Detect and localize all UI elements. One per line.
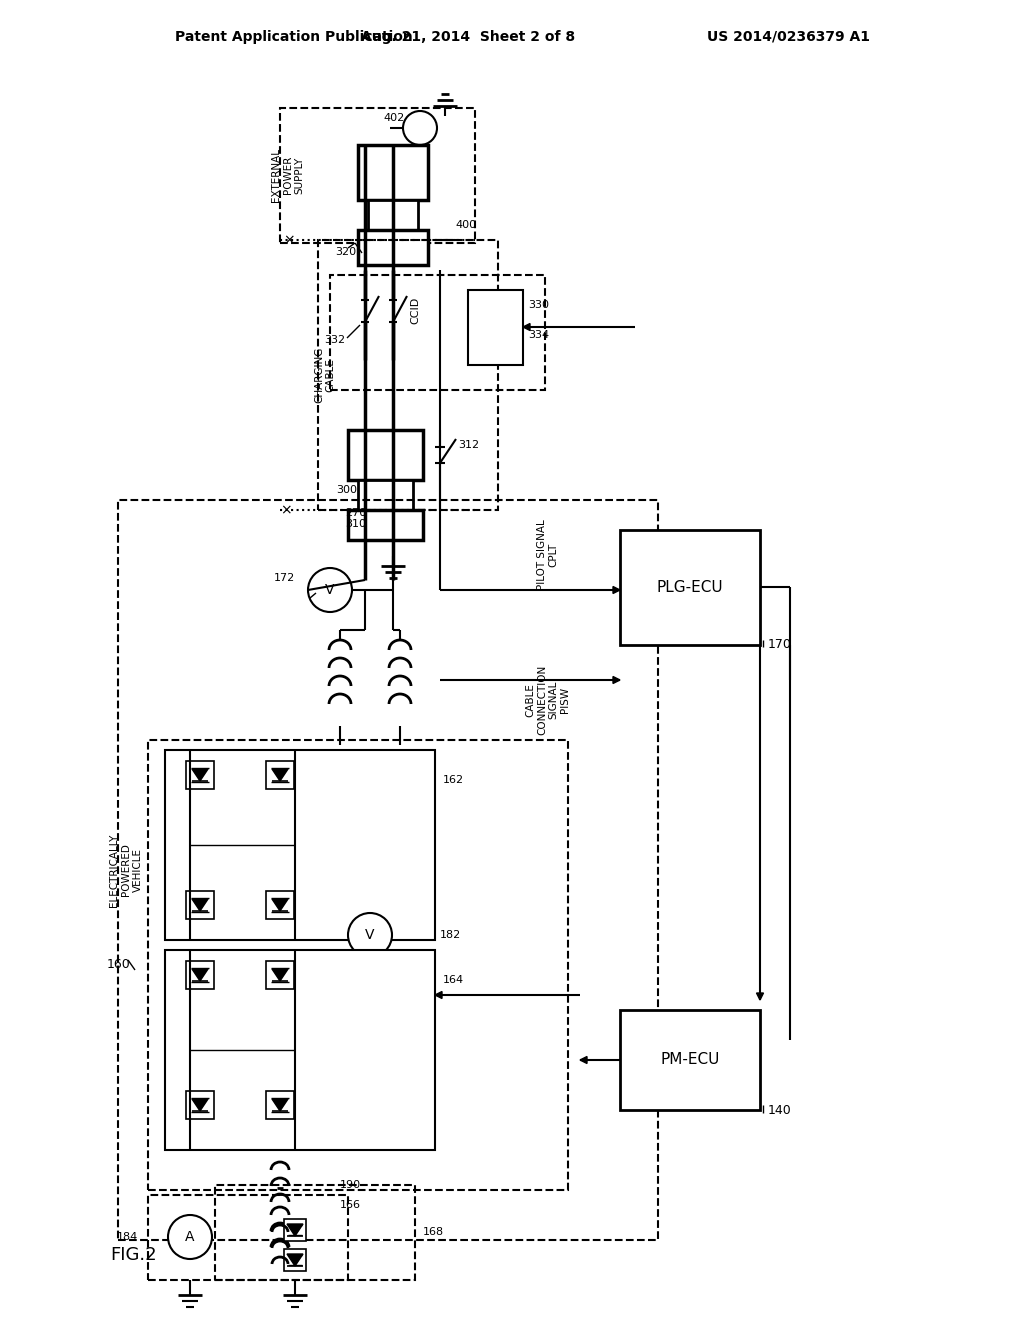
Polygon shape <box>613 586 620 594</box>
Polygon shape <box>287 1224 303 1236</box>
Polygon shape <box>193 770 208 781</box>
Bar <box>348 510 423 540</box>
Text: EXTERNAL
POWER
SUPPLY: EXTERNAL POWER SUPPLY <box>271 148 304 202</box>
Text: ×: × <box>283 234 295 247</box>
Text: 270: 270 <box>345 508 367 517</box>
Text: Patent Application Publication: Patent Application Publication <box>175 30 413 44</box>
Polygon shape <box>757 993 764 1001</box>
Polygon shape <box>613 676 620 684</box>
Text: CCID: CCID <box>410 297 420 323</box>
Circle shape <box>348 913 392 957</box>
Bar <box>266 961 294 989</box>
Polygon shape <box>580 1056 587 1064</box>
Text: 400: 400 <box>455 220 476 230</box>
Text: 184: 184 <box>117 1232 138 1242</box>
Text: PILOT SIGNAL
CPLT: PILOT SIGNAL CPLT <box>538 520 559 590</box>
Text: Aug. 21, 2014  Sheet 2 of 8: Aug. 21, 2014 Sheet 2 of 8 <box>360 30 575 44</box>
Text: CHARGING
CABLE: CHARGING CABLE <box>314 347 336 403</box>
Bar <box>468 290 523 366</box>
Text: 182: 182 <box>440 931 461 940</box>
Bar <box>620 1010 760 1110</box>
Text: 190: 190 <box>340 1180 361 1191</box>
Text: 172: 172 <box>273 573 295 583</box>
Text: PLG-ECU: PLG-ECU <box>656 579 723 594</box>
Polygon shape <box>435 991 442 998</box>
Polygon shape <box>287 1254 303 1266</box>
Bar <box>284 1218 306 1241</box>
Text: 166: 166 <box>340 1200 361 1210</box>
Bar <box>186 762 214 789</box>
Polygon shape <box>272 899 288 911</box>
Bar <box>165 950 435 1150</box>
Bar <box>165 750 435 940</box>
Bar <box>215 1185 415 1280</box>
Text: 310: 310 <box>345 519 366 529</box>
Circle shape <box>308 568 352 612</box>
Polygon shape <box>193 969 208 981</box>
Circle shape <box>403 111 437 145</box>
Bar <box>280 108 475 243</box>
Polygon shape <box>272 770 288 781</box>
Text: 334: 334 <box>528 330 549 341</box>
Text: 170: 170 <box>768 639 792 652</box>
Text: ELECTRICALLY
POWERED
VEHICLE: ELECTRICALLY POWERED VEHICLE <box>110 833 142 907</box>
Bar <box>118 500 658 1239</box>
Polygon shape <box>523 323 530 330</box>
Polygon shape <box>193 899 208 911</box>
Polygon shape <box>272 1100 288 1111</box>
Bar <box>186 1092 214 1119</box>
Text: CABLE
CONNECTION
SIGNAL
PISW: CABLE CONNECTION SIGNAL PISW <box>525 665 570 735</box>
Text: 168: 168 <box>423 1228 444 1237</box>
Polygon shape <box>272 969 288 981</box>
Bar <box>266 1092 294 1119</box>
Polygon shape <box>193 1100 208 1111</box>
Bar <box>186 891 214 919</box>
Bar <box>330 275 545 389</box>
Text: 320: 320 <box>335 247 356 257</box>
Bar <box>318 240 498 510</box>
Text: US 2014/0236379 A1: US 2014/0236379 A1 <box>707 30 870 44</box>
Bar <box>186 961 214 989</box>
Bar <box>148 1195 348 1280</box>
Text: 160: 160 <box>106 958 130 972</box>
Bar <box>358 230 428 265</box>
Circle shape <box>168 1214 212 1259</box>
Text: V: V <box>326 583 335 597</box>
Text: 162: 162 <box>443 775 464 785</box>
Text: 140: 140 <box>768 1104 792 1117</box>
Bar <box>148 741 568 1191</box>
Bar <box>358 145 428 201</box>
Text: A: A <box>185 1230 195 1243</box>
Bar <box>284 1249 306 1271</box>
Text: FIG.2: FIG.2 <box>110 1246 157 1265</box>
Text: ×: × <box>280 503 292 517</box>
Bar <box>348 430 423 480</box>
Text: 300: 300 <box>336 484 357 495</box>
Text: 330: 330 <box>528 300 549 310</box>
Bar <box>266 762 294 789</box>
Text: 164: 164 <box>443 975 464 985</box>
Bar <box>620 531 760 645</box>
Text: 332: 332 <box>324 335 345 345</box>
Text: PM-ECU: PM-ECU <box>660 1052 720 1068</box>
Text: 312: 312 <box>458 440 479 450</box>
Text: V: V <box>366 928 375 942</box>
Bar <box>358 480 413 510</box>
Bar <box>368 201 418 230</box>
Text: 402: 402 <box>384 114 406 123</box>
Bar <box>266 891 294 919</box>
